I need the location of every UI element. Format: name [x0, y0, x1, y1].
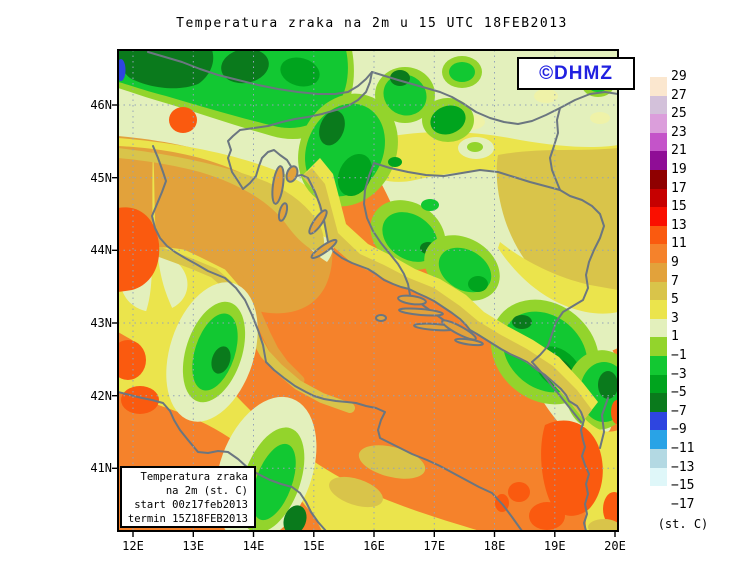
colorbar-swatch [650, 188, 667, 208]
colorbar-level-label: 27 [671, 87, 687, 103]
axis-tick-marks [112, 104, 616, 537]
lon-tick-label: 15E [302, 539, 325, 553]
colorbar-swatch [650, 318, 667, 338]
colorbar-swatch [650, 95, 667, 115]
lon-tick-label: 13E [182, 539, 205, 553]
colorbar-swatch [650, 132, 667, 152]
colorbar-swatch [650, 207, 667, 226]
colorbar-swatch [650, 77, 667, 96]
lat-tick-label: 45N [90, 170, 112, 185]
colorbar-swatch [650, 411, 667, 431]
temperature-field [118, 50, 618, 531]
colorbar-level-label: 21 [671, 143, 687, 159]
chart-title: Temperatura zraka na 2m u 15 UTC 18FEB20… [176, 16, 568, 31]
colorbar-level-label: −5 [671, 385, 687, 401]
colorbar-swatch [650, 467, 667, 487]
colorbar-level-label: 3 [671, 310, 679, 326]
info-box-line: termin 15Z18FEB2013 [127, 513, 248, 525]
info-box-line: Temperatura zraka [140, 471, 248, 483]
copyright-text: ©DHMZ [539, 62, 613, 84]
colorbar-swatch [650, 430, 667, 449]
lon-tick-label: 12E [122, 539, 144, 553]
colorbar-level-label: −13 [671, 459, 695, 475]
colorbar-level-label: 9 [671, 255, 679, 270]
colorbar-level-label: −7 [671, 403, 687, 419]
lat-tick-label: 44N [90, 243, 112, 258]
colorbar-swatch [650, 151, 667, 170]
colorbar-swatch [650, 393, 667, 412]
colorbar-swatch [650, 486, 667, 505]
colorbar-level-label: −11 [671, 441, 695, 456]
info-box-line: na 2m (st. C) [165, 485, 248, 497]
colorbar-swatch [650, 356, 667, 375]
lon-tick-label: 17E [423, 539, 446, 553]
adriatic-islands [271, 165, 484, 347]
colorbar-unit-label: (st. C) [657, 517, 709, 531]
colorbar-level-label: 25 [671, 106, 687, 122]
lat-tick-label: 46N [90, 98, 112, 112]
info-box-line: start 00z17feb2013 [134, 499, 248, 511]
colorbar-level-label: −15 [671, 478, 695, 494]
colorbar-swatch [650, 337, 667, 356]
colorbar-level-label: 15 [671, 199, 687, 215]
colorbar-level-label: 29 [671, 69, 687, 84]
lon-tick-label: 20E [604, 539, 626, 553]
colorbar-level-label: 13 [671, 217, 687, 233]
copyright-box: ©DHMZ [517, 57, 635, 90]
lon-tick-label: 16E [363, 539, 385, 553]
colorbar-swatch [650, 281, 667, 301]
map-frame [117, 49, 619, 532]
colorbar-level-label: 23 [671, 124, 687, 140]
colorbar-level-label: 17 [671, 180, 687, 196]
colorbar-level-label: 5 [671, 292, 679, 308]
colorbar-level-label: 19 [671, 162, 687, 177]
colorbar-swatch [650, 225, 667, 245]
colorbar-level-label: −9 [671, 422, 687, 438]
colorbar-swatch [650, 263, 667, 282]
info-box: Temperatura zraka na 2m (st. C) start 00z1… [120, 466, 256, 528]
colorbar-swatch [650, 300, 667, 319]
colorbar-swatch [650, 449, 667, 468]
lat-tick-label: 43N [90, 315, 112, 330]
colorbar-level-label: −17 [671, 496, 695, 512]
colorbar-level-label: 1 [671, 329, 679, 345]
lat-tick-label: 42N [90, 388, 112, 403]
lat-tick-label: 41N [90, 461, 112, 476]
colorbar-level-label: −1 [671, 348, 687, 363]
colorbar-swatch [650, 374, 667, 394]
colorbar-swatch [650, 170, 667, 189]
lon-tick-label: 19E [543, 539, 566, 553]
colorbar-swatch [650, 114, 667, 133]
coastlines-and-borders [118, 51, 618, 531]
lon-tick-label: 18E [483, 539, 506, 553]
lon-tick-label: 14E [242, 539, 265, 553]
colorbar-level-label: −3 [671, 366, 687, 382]
colorbar-swatch [650, 244, 667, 263]
colorbar-level-label: 7 [671, 273, 679, 289]
colorbar-level-label: 11 [671, 236, 687, 252]
